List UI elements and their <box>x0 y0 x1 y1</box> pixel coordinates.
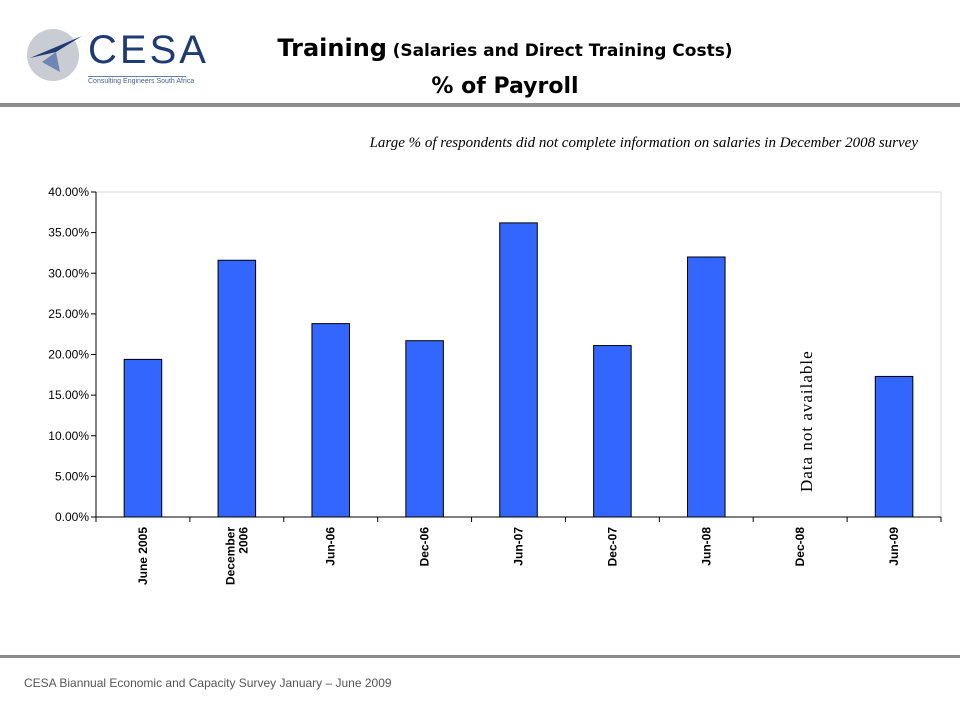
bar <box>311 323 351 518</box>
title-main: Training <box>277 34 387 62</box>
x-tick-label-line: Dec-08 <box>793 527 807 567</box>
x-tick-label: June 2005 <box>136 527 150 585</box>
bar <box>593 345 632 518</box>
y-tick-label: 30.00% <box>48 266 89 280</box>
y-tick-label: 5.00% <box>55 469 89 483</box>
x-axis <box>95 516 942 522</box>
bar <box>123 358 163 518</box>
y-tick-label: 35.00% <box>48 226 89 240</box>
bottom-divider <box>0 655 960 658</box>
logo-rule <box>88 76 186 77</box>
y-axis: 0.00% 5.00% 10.00% 15.00% 20.00% 25.00% 30.00%… <box>48 185 97 524</box>
x-tick-label-line: Dec-07 <box>605 527 619 567</box>
title-line2: % of Payroll <box>431 74 579 99</box>
x-tick-label-line: Dec-06 <box>418 527 432 567</box>
cesa-logo: CESA Consulting Engineers South Africa <box>20 22 206 92</box>
x-tick-label: Jun-09 <box>887 527 901 566</box>
y-tick-label: 40.00% <box>48 185 89 199</box>
x-tick-label: Dec-07 <box>605 527 619 567</box>
bar <box>405 340 444 518</box>
bar <box>687 256 726 518</box>
x-tick-labels: June 2005 December 2006 Jun-06 Dec-06 Jun-07 D… <box>136 527 901 585</box>
top-divider <box>0 103 960 107</box>
x-tick-label-line: Jun-07 <box>512 527 526 566</box>
x-tick-label: Jun-08 <box>699 527 713 566</box>
x-tick-label: Jun-06 <box>324 527 338 566</box>
x-tick-label-line: Jun-06 <box>324 527 338 566</box>
y-tick-label: 0.00% <box>55 510 89 524</box>
x-tick-label-line: December <box>223 527 237 585</box>
x-tick-label-line: 2006 <box>236 527 250 554</box>
x-tick-label: Dec-08 <box>793 527 807 567</box>
title-sub: (Salaries and Direct Training Costs) <box>392 41 733 61</box>
x-tick-label: Dec-06 <box>418 527 432 567</box>
logo-subtitle: Consulting Engineers South Africa <box>88 78 195 85</box>
x-tick-label-line: Jun-09 <box>887 527 901 566</box>
bar <box>217 259 257 518</box>
page-title: Training (Salaries and Direct Training C… <box>195 30 815 105</box>
bar <box>874 375 914 518</box>
y-tick-label: 15.00% <box>48 388 89 402</box>
y-tick-label: 20.00% <box>48 348 89 362</box>
survey-note: Large % of respondents did not complete … <box>369 135 918 151</box>
footer-text: CESA Biannual Economic and Capacity Surv… <box>24 676 392 690</box>
x-tick-label-line: June 2005 <box>136 527 150 585</box>
x-tick-label: December 2006 <box>223 527 250 585</box>
x-tick-label: Jun-07 <box>512 527 526 566</box>
bar-series <box>123 222 914 518</box>
bar <box>499 222 538 518</box>
y-tick-label: 25.00% <box>48 307 89 321</box>
data-not-available-label: Data not available <box>797 350 816 492</box>
y-tick-label: 10.00% <box>48 429 89 443</box>
logo-wordmark: CESA <box>88 28 209 72</box>
cesa-logo-mark-icon <box>27 29 82 81</box>
x-tick-label-line: Jun-08 <box>699 527 713 566</box>
bar-chart: 0.00% 5.00% 10.00% 15.00% 20.00% 25.00% 30.00%… <box>48 185 942 585</box>
